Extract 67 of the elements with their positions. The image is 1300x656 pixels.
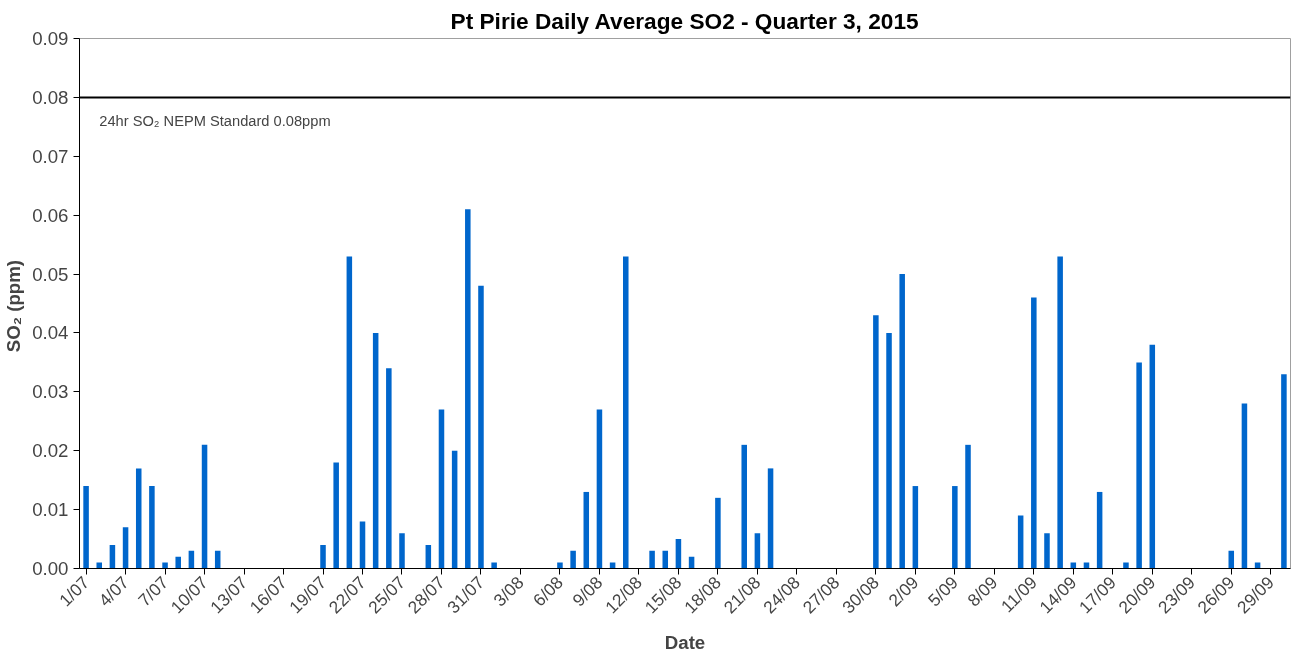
chart-title: Pt Pirie Daily Average SO2 - Quarter 3, 2015 (450, 7, 919, 34)
bar (478, 285, 484, 569)
bar (767, 468, 774, 569)
x-tick-label: 6/08 (529, 572, 568, 611)
bar (899, 274, 905, 569)
x-tick-label: 7/07 (134, 572, 173, 611)
bar (1096, 491, 1103, 569)
bar (359, 521, 366, 569)
bar (491, 562, 497, 569)
bar (557, 562, 563, 569)
x-tick-label: 8/09 (963, 572, 1002, 611)
bar (1057, 256, 1063, 569)
bar (162, 562, 168, 569)
bar (122, 527, 129, 569)
bar (333, 462, 339, 569)
bar (83, 486, 89, 569)
bar (438, 409, 445, 569)
bar (623, 256, 629, 569)
y-tick-label: 0.04 (32, 322, 69, 344)
bar (952, 486, 958, 569)
bar (346, 256, 353, 569)
y-tick-label: 0.01 (32, 499, 69, 521)
bar (399, 533, 405, 569)
bar (965, 444, 971, 569)
bar (1031, 297, 1037, 569)
x-tick-label: 3/08 (489, 572, 528, 611)
bar (873, 315, 879, 569)
bar (912, 486, 919, 569)
y-tick-label: 0.02 (32, 440, 69, 462)
bar (96, 562, 103, 569)
y-tick-label: 0.00 (32, 558, 69, 579)
bar (372, 332, 379, 569)
x-tick-label: 9/08 (568, 572, 607, 611)
x-tick-label: 5/09 (923, 572, 962, 611)
bar (1149, 344, 1156, 569)
y-tick-label: 0.08 (32, 86, 69, 108)
y-tick-label: 0.07 (32, 145, 69, 167)
bar (201, 444, 208, 569)
bar (1281, 374, 1287, 569)
bar (596, 409, 603, 569)
bar (1241, 403, 1248, 569)
bar (465, 209, 471, 569)
y-axis-title: SO₂ (ppm) (3, 259, 25, 353)
bar (386, 368, 392, 569)
bar (1136, 362, 1142, 569)
bar (1123, 562, 1129, 569)
bar (886, 332, 892, 569)
bar (662, 550, 669, 569)
bar (135, 468, 142, 569)
bar (149, 486, 155, 569)
y-tick-label: 0.03 (32, 381, 69, 403)
bar (649, 550, 655, 569)
bar (175, 556, 181, 569)
y-tick-label: 0.05 (32, 263, 69, 285)
ref-line-label: 24hr SO₂ NEPM Standard 0.08ppm (99, 113, 331, 130)
y-tick-label: 0.06 (32, 204, 69, 226)
bar (741, 444, 747, 569)
x-axis-title: Date (664, 632, 706, 654)
y-tick-label: 0.09 (32, 28, 69, 49)
bar (1044, 533, 1050, 569)
bar (320, 544, 326, 569)
bar (583, 491, 590, 569)
bar (754, 533, 761, 569)
x-tick-label: 4/07 (94, 572, 133, 611)
bar (715, 497, 721, 569)
bar (570, 550, 576, 569)
bar (451, 450, 458, 569)
